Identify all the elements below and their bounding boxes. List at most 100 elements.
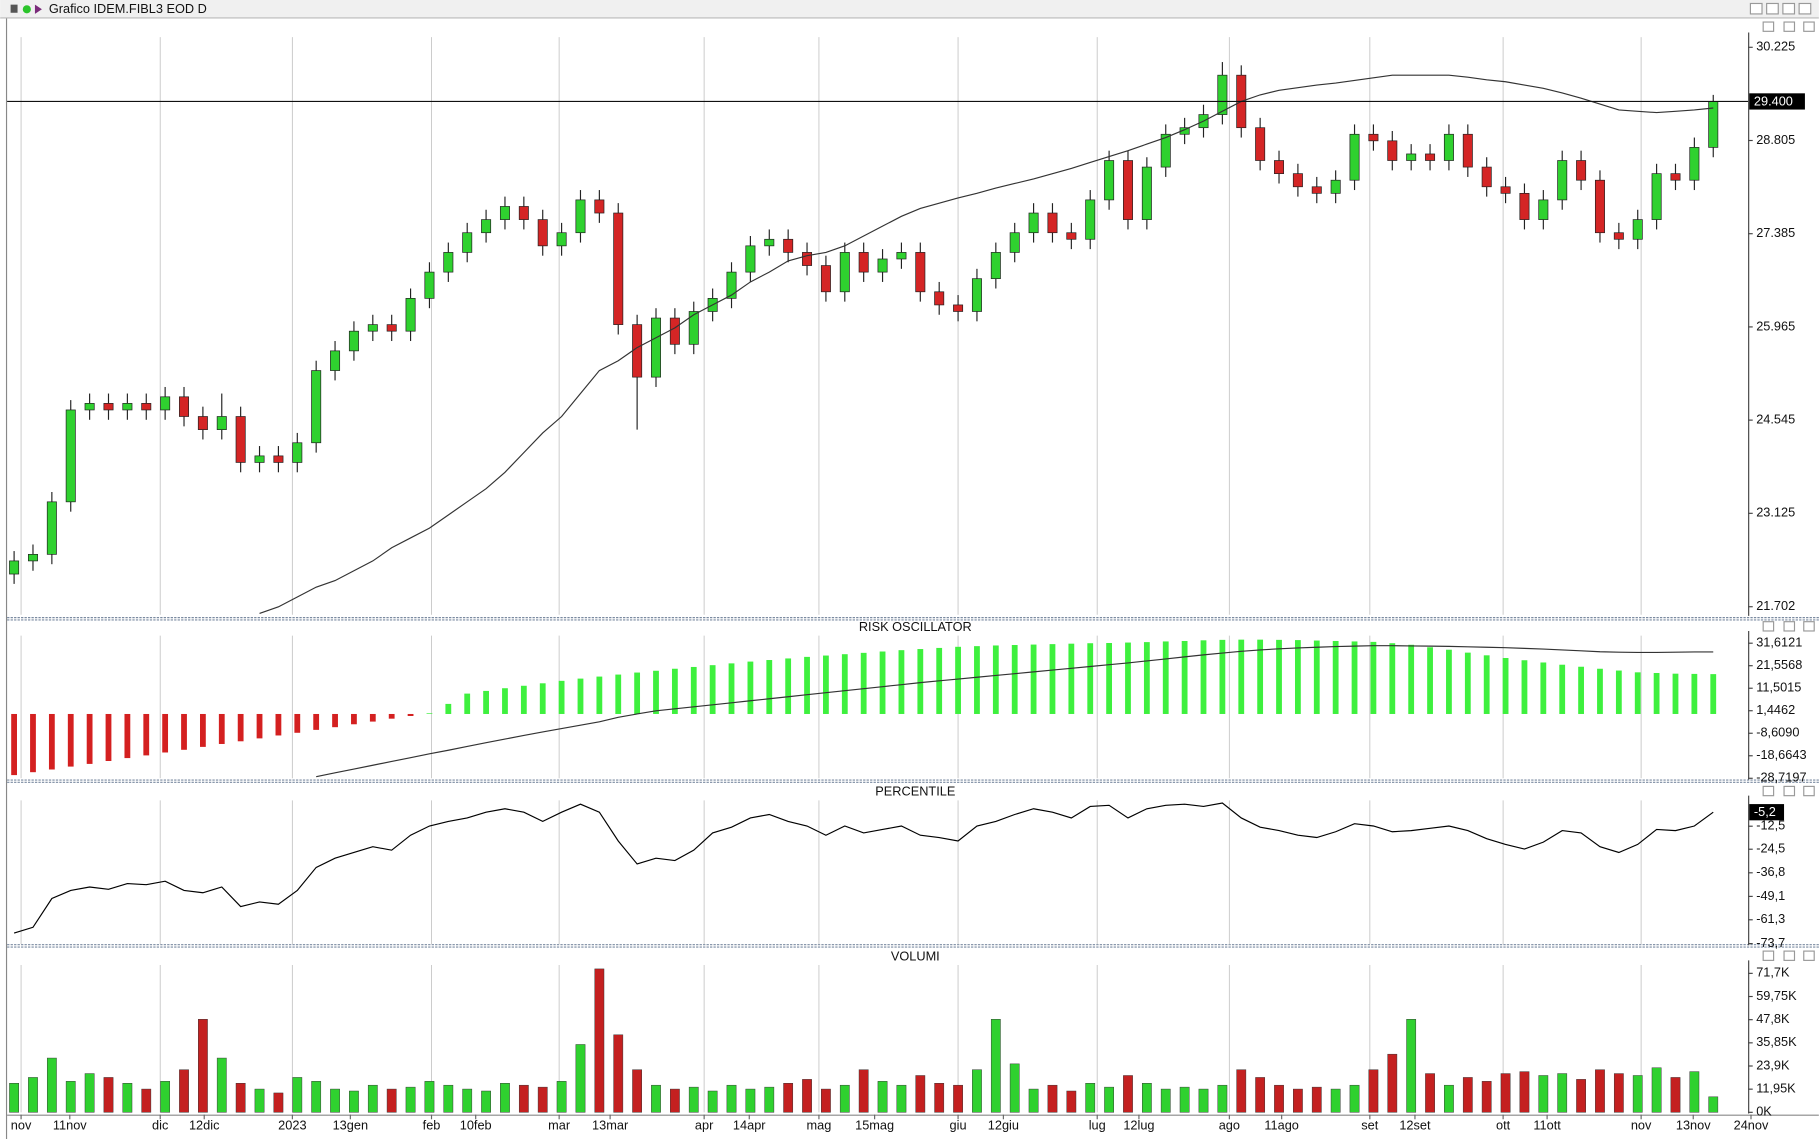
bar bbox=[974, 646, 980, 714]
candle-body bbox=[122, 403, 133, 411]
panel-button[interactable] bbox=[1803, 621, 1815, 632]
bar bbox=[1483, 655, 1490, 714]
bar bbox=[879, 651, 886, 714]
candle-body bbox=[141, 403, 152, 411]
volume-bar bbox=[141, 1088, 152, 1113]
panel-button[interactable] bbox=[1783, 785, 1796, 797]
bar bbox=[1578, 666, 1584, 714]
volume-bar bbox=[1104, 1086, 1114, 1113]
panel-button[interactable] bbox=[1783, 621, 1796, 632]
candle-body bbox=[424, 271, 435, 299]
panel-button[interactable] bbox=[1783, 950, 1796, 961]
candle-body bbox=[1311, 186, 1322, 194]
bar bbox=[898, 650, 905, 714]
volume-bar bbox=[1330, 1088, 1341, 1113]
title-bar bbox=[0, 0, 1819, 18]
volume-bar bbox=[839, 1084, 850, 1113]
bar bbox=[1559, 664, 1566, 714]
candle-body bbox=[1651, 173, 1662, 220]
panel-button[interactable] bbox=[1803, 785, 1815, 797]
panel-title: PERCENTILE bbox=[875, 784, 955, 799]
candle-body bbox=[1576, 160, 1587, 181]
y-tick-label: 31,6121 bbox=[1756, 635, 1802, 650]
y-tick-label: 28.805 bbox=[1756, 132, 1795, 147]
volume-bar bbox=[1481, 1081, 1492, 1113]
volume-bar bbox=[1066, 1090, 1077, 1113]
candle-body bbox=[179, 396, 190, 417]
bar bbox=[747, 661, 754, 714]
bar bbox=[804, 656, 810, 714]
candle-body bbox=[103, 403, 114, 411]
bar bbox=[294, 713, 301, 733]
panel-button[interactable] bbox=[1762, 785, 1775, 797]
panel-button[interactable] bbox=[1762, 21, 1775, 32]
candle-body bbox=[1538, 199, 1549, 220]
bar bbox=[596, 676, 603, 714]
x-tick-label: ott bbox=[1496, 1118, 1511, 1133]
volume-bar bbox=[1198, 1088, 1209, 1113]
candle-body bbox=[971, 278, 982, 312]
last-value-label: 29.400 bbox=[1754, 93, 1793, 108]
panel-button[interactable] bbox=[1783, 21, 1796, 32]
volume-bar bbox=[1406, 1019, 1417, 1113]
y-tick-label: 71,7K bbox=[1756, 965, 1790, 980]
y-tick-label: -49,1 bbox=[1756, 888, 1785, 903]
y-tick-label: 0K bbox=[1756, 1104, 1772, 1119]
y-tick-label: 59,75K bbox=[1756, 988, 1797, 1003]
candles bbox=[9, 62, 1719, 584]
bar bbox=[1011, 645, 1018, 714]
panel-button[interactable] bbox=[1803, 21, 1815, 32]
x-tick-label: 11nov bbox=[53, 1118, 87, 1133]
candle-body bbox=[160, 396, 171, 411]
y-tick-label: 23.125 bbox=[1756, 505, 1795, 520]
panel-button[interactable] bbox=[1762, 621, 1775, 632]
bar bbox=[218, 713, 225, 744]
panel-button[interactable] bbox=[1762, 950, 1775, 961]
grid bbox=[20, 37, 1642, 1113]
y-tick-label: 21,5568 bbox=[1756, 657, 1802, 672]
x-tick-label: dic bbox=[152, 1118, 169, 1133]
volume-bar bbox=[1160, 1088, 1171, 1113]
volume-bar bbox=[594, 968, 605, 1113]
volume-bar bbox=[556, 1081, 567, 1113]
bar bbox=[1313, 640, 1320, 714]
bar bbox=[483, 690, 489, 714]
volume-bar bbox=[1462, 1077, 1473, 1113]
bar bbox=[11, 713, 18, 776]
bar bbox=[1049, 644, 1056, 714]
volume-bar bbox=[651, 1084, 661, 1113]
bar bbox=[1219, 639, 1226, 714]
volume-bar bbox=[1368, 1069, 1379, 1113]
button[interactable] bbox=[1749, 2, 1763, 15]
panel-button[interactable] bbox=[1803, 950, 1815, 961]
button[interactable] bbox=[1766, 2, 1779, 15]
bar bbox=[823, 655, 829, 714]
volume-bar bbox=[934, 1083, 945, 1113]
play-icon[interactable] bbox=[34, 4, 42, 14]
candle-body bbox=[1160, 133, 1171, 168]
x-tick-label: 12giu bbox=[988, 1118, 1019, 1133]
bar bbox=[917, 649, 924, 714]
bar bbox=[1181, 640, 1188, 714]
panel-title: RISK OSCILLATOR bbox=[859, 619, 972, 634]
x-tick-label: feb bbox=[423, 1118, 441, 1133]
volume-bar bbox=[1236, 1069, 1247, 1113]
volume-bar bbox=[1708, 1096, 1719, 1113]
x-tick-label: 12set bbox=[1399, 1118, 1431, 1133]
button[interactable] bbox=[1798, 2, 1812, 15]
button[interactable] bbox=[1782, 2, 1796, 15]
x-tick-label: nov bbox=[11, 1118, 32, 1133]
candle-body bbox=[877, 258, 888, 273]
volume-bar bbox=[103, 1077, 114, 1113]
volume-bar bbox=[613, 1034, 624, 1113]
candle-body bbox=[1462, 133, 1473, 168]
menu-icon[interactable] bbox=[10, 4, 18, 13]
bar bbox=[332, 713, 338, 728]
bar bbox=[1691, 673, 1698, 714]
volume-bar bbox=[972, 1069, 982, 1113]
volume-bar bbox=[1444, 1084, 1454, 1113]
window-title: Grafico IDEM.FIBL3 EOD D bbox=[49, 1, 207, 16]
volume-bar bbox=[1557, 1073, 1568, 1113]
